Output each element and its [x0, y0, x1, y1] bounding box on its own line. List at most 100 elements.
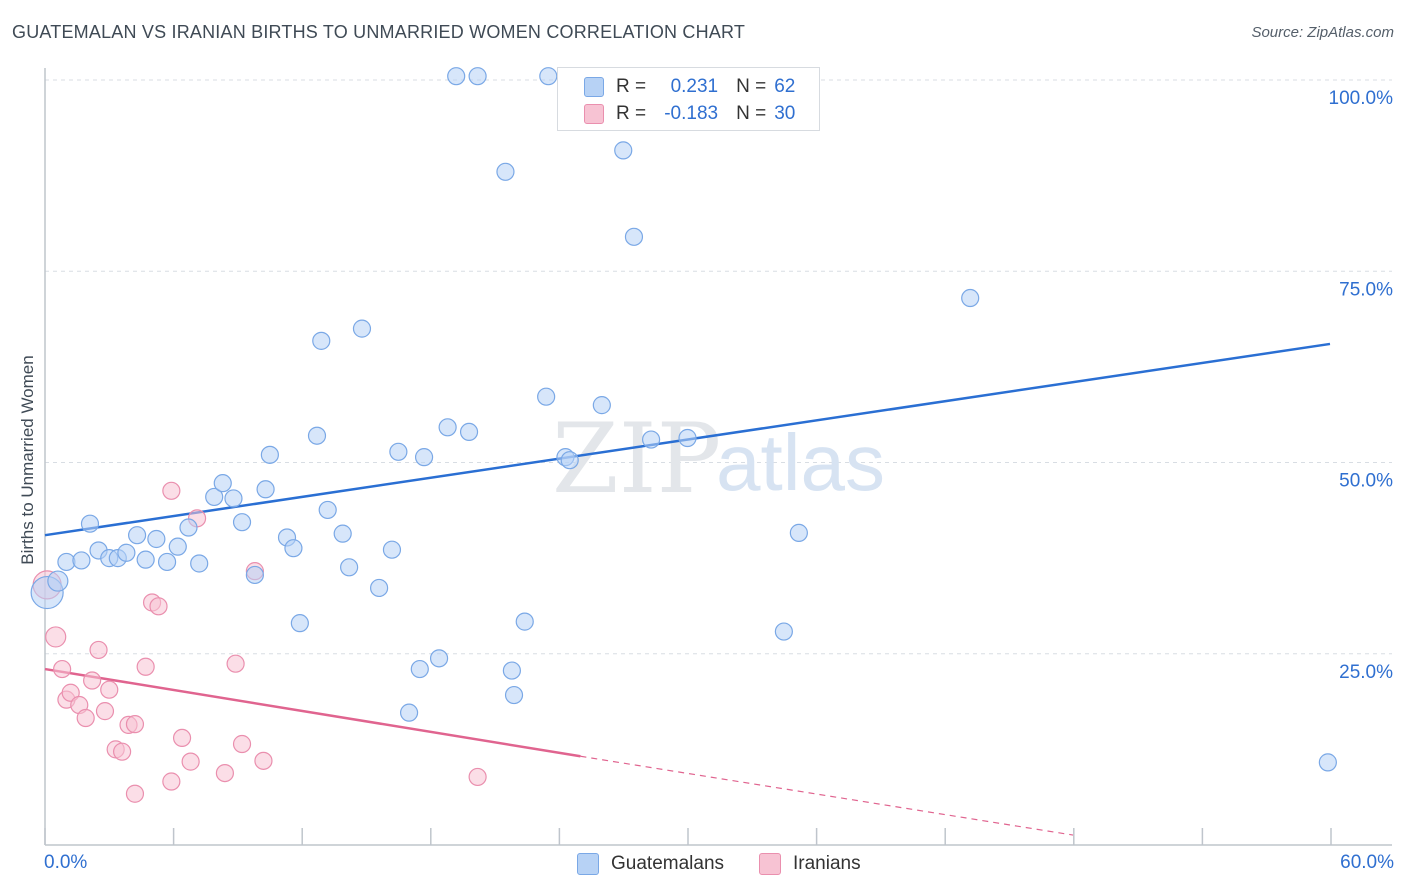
guatemalans-point	[57, 552, 76, 572]
legend-row-iranians: R = -0.183 N = 30	[584, 102, 795, 126]
guatemalans-point	[789, 523, 808, 542]
guatemalans-point	[312, 331, 331, 350]
iranians-point	[254, 751, 273, 770]
guatemalans-point	[80, 514, 100, 533]
legend-n-value: 62	[774, 76, 796, 97]
guatemalans-point	[290, 614, 309, 633]
iranians-point	[125, 715, 145, 734]
zipatlas-watermark: ZIP atlas	[552, 403, 885, 515]
guatemalans-point	[72, 551, 91, 570]
iranians-point	[232, 734, 252, 754]
guatemalans-point	[389, 442, 408, 461]
iranians-point	[112, 742, 132, 761]
legend-swatch-blue	[584, 77, 604, 97]
iranians-point	[468, 767, 487, 787]
stats-legend: R = 0.231 N = 62 R = -0.183 N = 30	[557, 67, 820, 131]
y-tick-label: 100.0%	[1329, 88, 1394, 109]
axes	[44, 68, 1392, 846]
iranians-point	[100, 680, 119, 699]
guatemalans-point	[168, 537, 187, 556]
iranians-trend-extrapolation	[580, 755, 1074, 836]
guatemalans-point	[496, 162, 515, 181]
guatemalans-point	[961, 288, 980, 308]
guatemalans-point	[502, 661, 521, 680]
guatemalans-point	[504, 685, 524, 705]
iranians-point	[215, 763, 234, 783]
guatemalans-point	[256, 480, 275, 499]
iranians-point	[53, 659, 72, 679]
guatemalans-point	[774, 622, 793, 641]
iranians-point	[45, 626, 67, 648]
iranians-point	[149, 597, 168, 616]
legend-r-label: R =	[616, 76, 647, 97]
guatemalans-point	[352, 319, 372, 338]
iranians-points	[32, 481, 487, 803]
iranians-point	[95, 702, 115, 721]
guatemalans-point	[515, 612, 534, 631]
guatemalans-point	[624, 227, 644, 246]
bottom-legend-guatemalans: Guatemalans	[577, 851, 724, 877]
y-tick-labels: 100.0% 75.0% 50.0% 25.0%	[1329, 88, 1394, 683]
guatemalans-point	[307, 426, 327, 445]
guatemalans-point	[592, 396, 611, 415]
source-credit: Source: ZipAtlas.com	[1251, 24, 1394, 41]
legend-r-value: 0.231	[670, 76, 719, 97]
legend-n-label: N =	[736, 103, 767, 124]
guatemalans-point	[190, 554, 209, 573]
guatemalans-point	[224, 489, 243, 508]
guatemalans-point	[560, 451, 579, 470]
watermark-atlas: atlas	[716, 418, 885, 507]
guatemalans-point	[147, 529, 166, 549]
guatemalans-point	[117, 543, 136, 562]
bottom-legend-label: Iranians	[793, 853, 861, 874]
y-tick-label: 50.0%	[1339, 471, 1393, 492]
guatemalans-point	[641, 430, 661, 449]
guatemalans-point	[410, 659, 429, 679]
guatemalans-point	[459, 422, 479, 441]
legend-r-label: R =	[616, 103, 647, 124]
guatemalans-point	[614, 141, 633, 160]
guatemalans-point	[136, 550, 155, 569]
guatemalans-point	[318, 500, 337, 520]
iranians-point	[172, 728, 192, 748]
x-tick-label-min: 0.0%	[44, 852, 88, 873]
legend-n-label: N =	[736, 76, 767, 97]
guatemalans-point	[127, 526, 147, 545]
guatemalans-point	[468, 67, 487, 86]
guatemalans-point	[340, 558, 359, 577]
iranians-point	[226, 654, 245, 673]
chart-title: GUATEMALAN VS IRANIAN BIRTHS TO UNMARRIE…	[12, 22, 746, 42]
guatemalans-point	[382, 540, 402, 559]
guatemalans-point	[539, 67, 558, 86]
watermark-zip: ZIP	[552, 403, 721, 515]
iranians-point	[89, 640, 108, 660]
guatemalans-point	[179, 518, 198, 537]
iranians-point	[181, 752, 200, 771]
iranians-point	[162, 481, 181, 500]
legend-swatch-pink	[584, 104, 604, 124]
guatemalans-point	[537, 387, 556, 406]
legend-n-value: 30	[774, 103, 796, 124]
y-tick-label: 25.0%	[1339, 662, 1393, 683]
iranians-point	[162, 772, 181, 791]
guatemalans-point	[370, 578, 389, 598]
guatemalans-point	[414, 448, 434, 467]
iranians-trend-line	[44, 667, 581, 758]
iranians-point	[125, 784, 145, 803]
guatemalans-point	[232, 513, 252, 532]
bottom-legend-swatch-blue	[577, 853, 599, 875]
guatemalans-point	[399, 703, 419, 722]
guatemalans-point	[213, 474, 232, 493]
iranians-point	[76, 708, 95, 728]
guatemalans-point	[47, 570, 69, 592]
guatemalans-point	[447, 67, 466, 86]
legend-row-guatemalans: R = 0.231 N = 62	[584, 75, 795, 99]
guatemalans-point	[157, 552, 177, 572]
guatemalans-point	[438, 418, 457, 437]
guatemalans-point	[245, 565, 264, 585]
bottom-legend-label: Guatemalans	[611, 853, 725, 874]
guatemalans-point	[205, 487, 224, 507]
y-tick-label: 75.0%	[1339, 279, 1393, 300]
x-tick-label-max: 60.0%	[1340, 852, 1394, 873]
